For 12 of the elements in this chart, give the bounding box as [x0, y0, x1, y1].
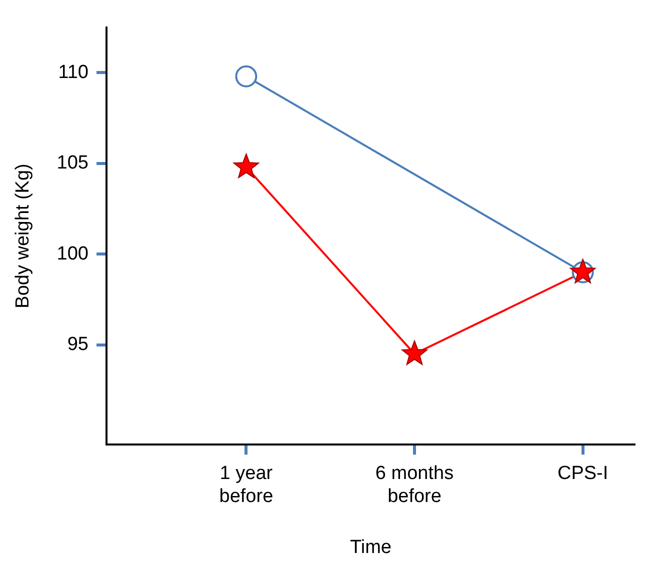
point	[233, 154, 260, 178]
y-tick-label: 105	[56, 152, 88, 174]
y-axis-title: Body weight (Kg)	[12, 164, 34, 308]
x-axis-title: Time	[350, 536, 392, 558]
point	[402, 340, 428, 365]
x-tick-label: 6 months before	[375, 463, 454, 508]
y-tick-label: 110	[58, 62, 88, 83]
x-tick-label: CPS-I	[557, 463, 608, 484]
x-tick-label: 1 year before	[219, 463, 274, 508]
y-tick-label: 95	[67, 334, 88, 356]
point	[235, 65, 258, 88]
y-tick-label: 100	[56, 243, 88, 264]
